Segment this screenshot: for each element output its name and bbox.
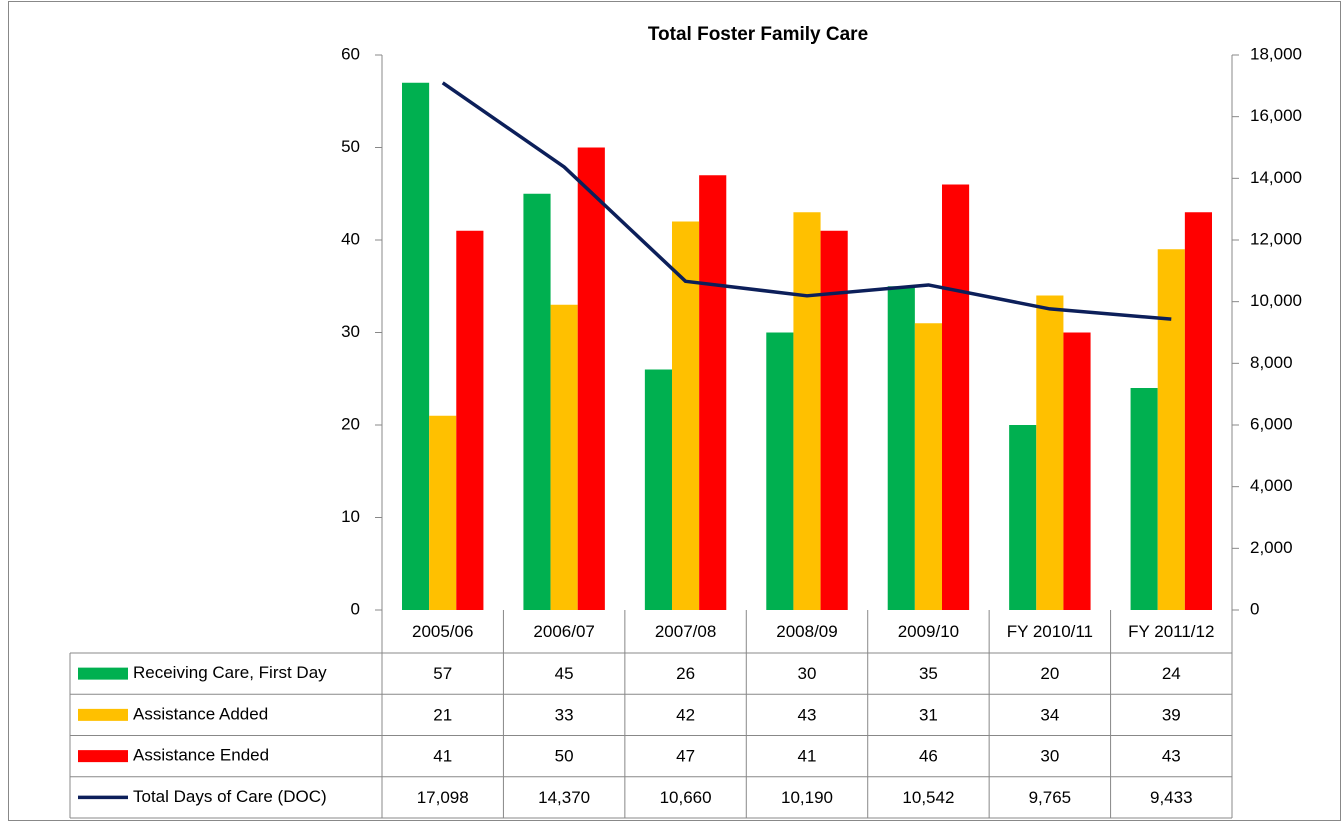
y-tick-label: 0 bbox=[351, 599, 360, 618]
table-value: 14,370 bbox=[538, 788, 590, 807]
bar bbox=[672, 221, 700, 610]
table-value: 17,098 bbox=[417, 788, 469, 807]
table-value: 45 bbox=[555, 664, 574, 683]
bar bbox=[793, 212, 821, 610]
table-value: 39 bbox=[1162, 705, 1181, 724]
table-value: 31 bbox=[919, 705, 938, 724]
y-tick-label: 30 bbox=[341, 322, 360, 341]
y2-tick-label: 14,000 bbox=[1250, 168, 1302, 187]
y-tick-label: 50 bbox=[341, 137, 360, 156]
bar bbox=[402, 82, 430, 610]
chart-title: Total Foster Family Care bbox=[648, 24, 868, 45]
bar bbox=[820, 230, 848, 610]
y-tick-label: 60 bbox=[341, 44, 360, 63]
bar bbox=[1009, 425, 1037, 610]
table-value: 34 bbox=[1040, 705, 1059, 724]
bar bbox=[1184, 212, 1212, 610]
legend-swatch bbox=[78, 667, 128, 680]
table-value: 35 bbox=[919, 664, 938, 683]
table-value: 30 bbox=[1040, 747, 1059, 766]
bar bbox=[577, 147, 605, 610]
y2-tick-label: 12,000 bbox=[1250, 229, 1302, 248]
y2-tick-label: 0 bbox=[1250, 599, 1259, 618]
bar bbox=[644, 369, 672, 610]
bar bbox=[456, 230, 484, 610]
legend-label: Receiving Care, First Day bbox=[133, 663, 327, 682]
table-value: 42 bbox=[676, 705, 695, 724]
bar bbox=[1157, 249, 1185, 610]
bar bbox=[1036, 295, 1064, 610]
table-value: 10,190 bbox=[781, 788, 833, 807]
y2-tick-label: 8,000 bbox=[1250, 353, 1293, 372]
table-value: 43 bbox=[1162, 747, 1181, 766]
y2-tick-label: 6,000 bbox=[1250, 414, 1293, 433]
y-tick-label: 40 bbox=[341, 229, 360, 248]
y2-tick-label: 2,000 bbox=[1250, 538, 1293, 557]
table-value: 24 bbox=[1162, 664, 1181, 683]
bar bbox=[550, 304, 578, 610]
x-tick-label: 2005/06 bbox=[412, 622, 473, 641]
x-tick-label: 2007/08 bbox=[655, 622, 716, 641]
bar bbox=[1130, 388, 1158, 610]
y-tick-label: 20 bbox=[341, 414, 360, 433]
legend-label: Assistance Added bbox=[133, 704, 268, 723]
y2-tick-label: 10,000 bbox=[1250, 291, 1302, 310]
table-value: 46 bbox=[919, 747, 938, 766]
table-value: 10,660 bbox=[660, 788, 712, 807]
x-tick-label: FY 2011/12 bbox=[1128, 622, 1214, 641]
table-value: 47 bbox=[676, 747, 695, 766]
y2-tick-label: 16,000 bbox=[1250, 106, 1302, 125]
x-tick-label: FY 2010/11 bbox=[1007, 622, 1093, 641]
table-value: 41 bbox=[798, 747, 817, 766]
table-value: 41 bbox=[433, 747, 452, 766]
table-value: 43 bbox=[798, 705, 817, 724]
legend-label: Total Days of Care (DOC) bbox=[133, 787, 327, 806]
bar bbox=[1063, 332, 1091, 610]
x-tick-label: 2008/09 bbox=[776, 622, 837, 641]
bar bbox=[942, 184, 970, 610]
table-value: 9,433 bbox=[1150, 788, 1193, 807]
bar bbox=[766, 332, 794, 610]
x-tick-label: 2006/07 bbox=[533, 622, 594, 641]
table-value: 30 bbox=[798, 664, 817, 683]
bar bbox=[699, 175, 727, 610]
table-value: 21 bbox=[433, 705, 452, 724]
bar bbox=[887, 286, 915, 610]
y-tick-label: 10 bbox=[341, 507, 360, 526]
table-value: 33 bbox=[555, 705, 574, 724]
y2-tick-label: 4,000 bbox=[1250, 476, 1293, 495]
line bbox=[441, 81, 1172, 321]
table-value: 9,765 bbox=[1029, 788, 1072, 807]
legend-swatch bbox=[78, 750, 128, 763]
y2-tick-label: 18,000 bbox=[1250, 44, 1302, 63]
bar bbox=[914, 323, 942, 610]
table-value: 20 bbox=[1040, 664, 1059, 683]
table-value: 50 bbox=[555, 747, 574, 766]
x-tick-label: 2009/10 bbox=[898, 622, 959, 641]
legend-swatch bbox=[78, 708, 128, 721]
bar bbox=[429, 415, 457, 610]
table-value: 10,542 bbox=[902, 788, 954, 807]
legend-label: Assistance Ended bbox=[133, 746, 269, 765]
table-value: 57 bbox=[433, 664, 452, 683]
table-value: 26 bbox=[676, 664, 695, 683]
bar bbox=[523, 193, 551, 610]
